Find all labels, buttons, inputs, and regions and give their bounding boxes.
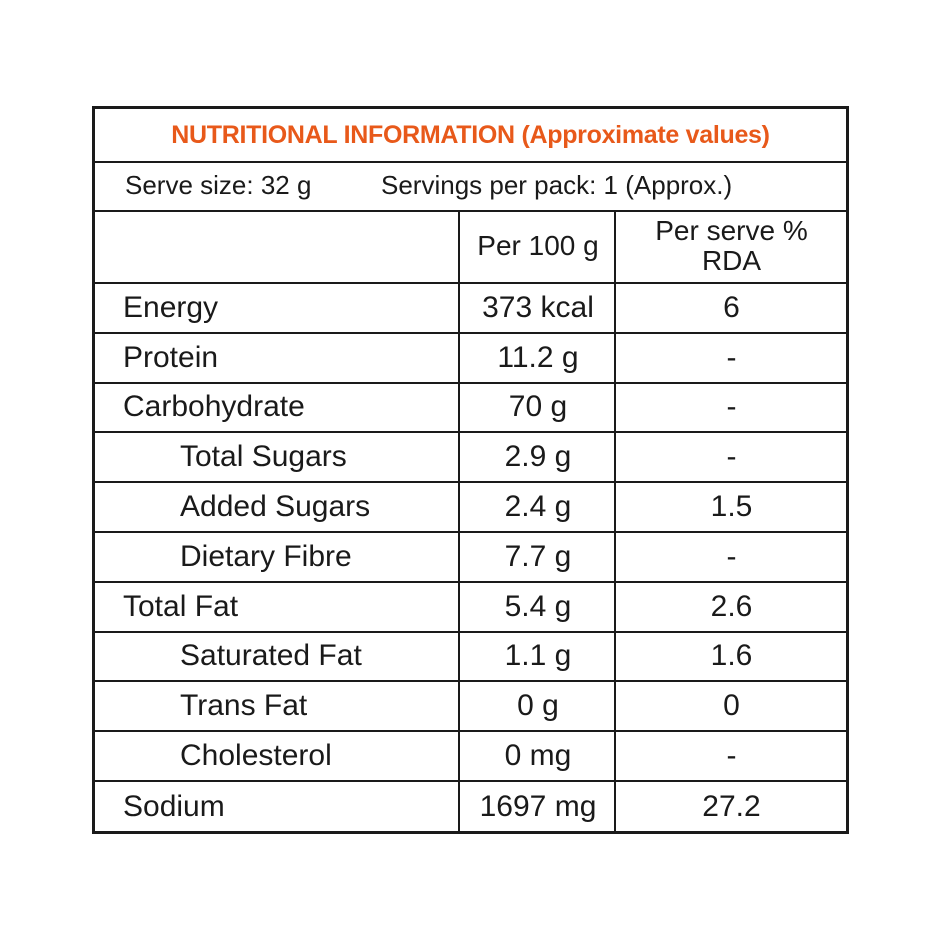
nutrient-name: Added Sugars [180,490,371,524]
per-100g-value: 2.9 g [504,440,572,474]
nutrient-name: Total Fat [123,589,239,623]
column-header-row: Per 100 g Per serve % RDA [95,210,846,284]
per-serve-rda-value: 6 [723,290,740,324]
per-serve-rda-value: 1.5 [710,490,753,524]
nutrient-name: Protein [123,340,219,374]
per-100g-value: 1.1 g [504,639,572,673]
table-row: Sodium 1697 mg 27.2 [95,782,846,832]
serving-info-row: Serve size: 32 g Servings per pack: 1 (A… [95,161,846,212]
serve-size-label: Serve size: 32 g [125,170,312,200]
column-divider-2 [614,210,616,831]
per-serve-rda-value: 27.2 [702,789,761,823]
per-100g-value: 7.7 g [504,539,572,573]
table-title: NUTRITIONAL INFORMATION (Approximate val… [95,109,846,163]
nutrient-name: Energy [123,290,219,324]
nutrient-name: Saturated Fat [180,639,362,673]
table-row: Total Sugars 2.9 g - [95,433,846,484]
per-serve-rda-value: 2.6 [710,589,753,623]
per-serve-rda-value: - [726,440,737,474]
nutrient-name: Sodium [123,789,225,823]
nutrient-grid: Per 100 g Per serve % RDA Energy 373 kcal… [95,210,846,831]
nutrient-name: Total Sugars [180,440,347,474]
per-serve-rda-value: 0 [723,689,740,723]
per-serve-rda-value: - [726,539,737,573]
table-row: Dietary Fibre 7.7 g - [95,533,846,583]
per-100g-value: 373 kcal [482,290,594,324]
servings-per-pack-label: Servings per pack: 1 (Approx.) [381,170,733,200]
column-divider-1 [458,210,460,831]
per-serve-header-line1: Per serve % [655,215,808,246]
table-row: Protein 11.2 g - [95,334,846,384]
table-row: Carbohydrate 70 g - [95,384,846,434]
per-serve-rda-column-header: Per serve % RDA [617,210,846,282]
nutrient-column-header [123,210,453,282]
table-row: Saturated Fat 1.1 g 1.6 [95,633,846,683]
table-row: Total Fat 5.4 g 2.6 [95,583,846,633]
table-row: Trans Fat 0 g 0 [95,682,846,733]
per-serve-rda-value: - [726,340,737,374]
nutrition-table: NUTRITIONAL INFORMATION (Approximate val… [92,106,849,834]
per-100g-value: 0 mg [504,739,572,773]
table-row: Energy 373 kcal 6 [95,284,846,334]
per-serve-header-line2: RDA [701,245,762,276]
table-row: Cholesterol 0 mg - [95,732,846,782]
per-serve-rda-value: 1.6 [710,639,753,673]
per-100g-value: 1697 mg [479,789,597,823]
per-100g-value: 5.4 g [504,589,572,623]
per-100g-value: 2.4 g [504,490,572,524]
per-serve-rda-value: - [726,390,737,424]
nutrient-name: Dietary Fibre [180,539,352,573]
nutrient-name: Cholesterol [180,739,332,773]
per-100g-value: 11.2 g [497,340,579,374]
nutrient-name: Carbohydrate [123,390,305,424]
per-100g-value: 0 g [517,689,559,723]
nutrient-name: Trans Fat [180,689,308,723]
per-100g-column-header: Per 100 g [477,230,599,261]
per-100g-value: 70 g [508,390,568,424]
per-serve-rda-value: - [726,739,737,773]
table-row: Added Sugars 2.4 g 1.5 [95,483,846,533]
